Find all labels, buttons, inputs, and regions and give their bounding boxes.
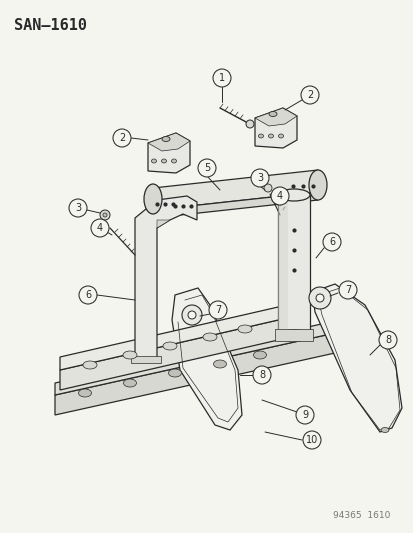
Circle shape [271,187,288,205]
Text: 7: 7 [344,285,350,295]
Ellipse shape [253,351,266,359]
Ellipse shape [268,134,273,138]
Polygon shape [153,170,317,210]
Polygon shape [274,329,312,341]
Polygon shape [131,356,161,363]
Circle shape [69,199,87,217]
Ellipse shape [277,189,309,201]
Text: 7: 7 [214,305,221,315]
Polygon shape [60,315,299,390]
Circle shape [197,159,216,177]
Circle shape [252,366,271,384]
Polygon shape [60,302,299,370]
Polygon shape [147,133,190,151]
Ellipse shape [163,342,177,350]
Ellipse shape [78,389,91,397]
Text: 6: 6 [328,237,334,247]
Polygon shape [153,192,317,218]
Circle shape [300,86,318,104]
Circle shape [245,120,254,128]
Polygon shape [55,333,334,415]
Circle shape [209,301,226,319]
Circle shape [79,286,97,304]
Text: 8: 8 [258,370,264,380]
Ellipse shape [144,184,161,214]
Circle shape [315,294,323,302]
Polygon shape [254,108,296,126]
Text: 8: 8 [384,335,390,345]
Polygon shape [171,288,242,430]
Ellipse shape [161,136,170,141]
Text: 9: 9 [301,410,307,420]
Ellipse shape [213,360,226,368]
Circle shape [188,311,195,319]
Text: 3: 3 [75,203,81,213]
Ellipse shape [123,379,136,387]
Polygon shape [157,220,170,228]
Circle shape [103,213,107,217]
Circle shape [263,184,271,192]
Text: 2: 2 [119,133,125,143]
Ellipse shape [278,134,283,138]
Text: 4: 4 [276,191,282,201]
Polygon shape [312,284,401,432]
Circle shape [322,233,340,251]
Ellipse shape [171,159,176,163]
Ellipse shape [123,351,137,359]
Circle shape [250,169,268,187]
Ellipse shape [83,361,97,369]
Polygon shape [147,133,190,173]
Circle shape [212,69,230,87]
Text: 4: 4 [97,223,103,233]
Polygon shape [277,195,309,335]
Ellipse shape [308,170,326,200]
Circle shape [100,210,110,220]
Polygon shape [254,108,296,148]
Text: 3: 3 [256,173,262,183]
Text: 6: 6 [85,290,91,300]
Ellipse shape [237,325,252,333]
Polygon shape [135,196,197,358]
Ellipse shape [268,111,276,117]
Circle shape [308,287,330,309]
Ellipse shape [161,159,166,163]
Text: 2: 2 [306,90,312,100]
Text: 94365  1610: 94365 1610 [332,511,389,520]
Circle shape [91,219,109,237]
Text: 10: 10 [305,435,317,445]
Ellipse shape [277,330,309,340]
Ellipse shape [258,134,263,138]
Text: 1: 1 [218,73,225,83]
Circle shape [295,406,313,424]
Ellipse shape [151,159,156,163]
Circle shape [182,305,202,325]
Polygon shape [55,321,334,395]
Circle shape [378,331,396,349]
Circle shape [113,129,131,147]
Circle shape [302,431,320,449]
Ellipse shape [202,333,216,341]
Text: 5: 5 [203,163,210,173]
Circle shape [338,281,356,299]
Polygon shape [277,195,287,335]
Text: SAN–1610: SAN–1610 [14,18,87,33]
Ellipse shape [380,427,388,432]
Ellipse shape [168,369,181,377]
